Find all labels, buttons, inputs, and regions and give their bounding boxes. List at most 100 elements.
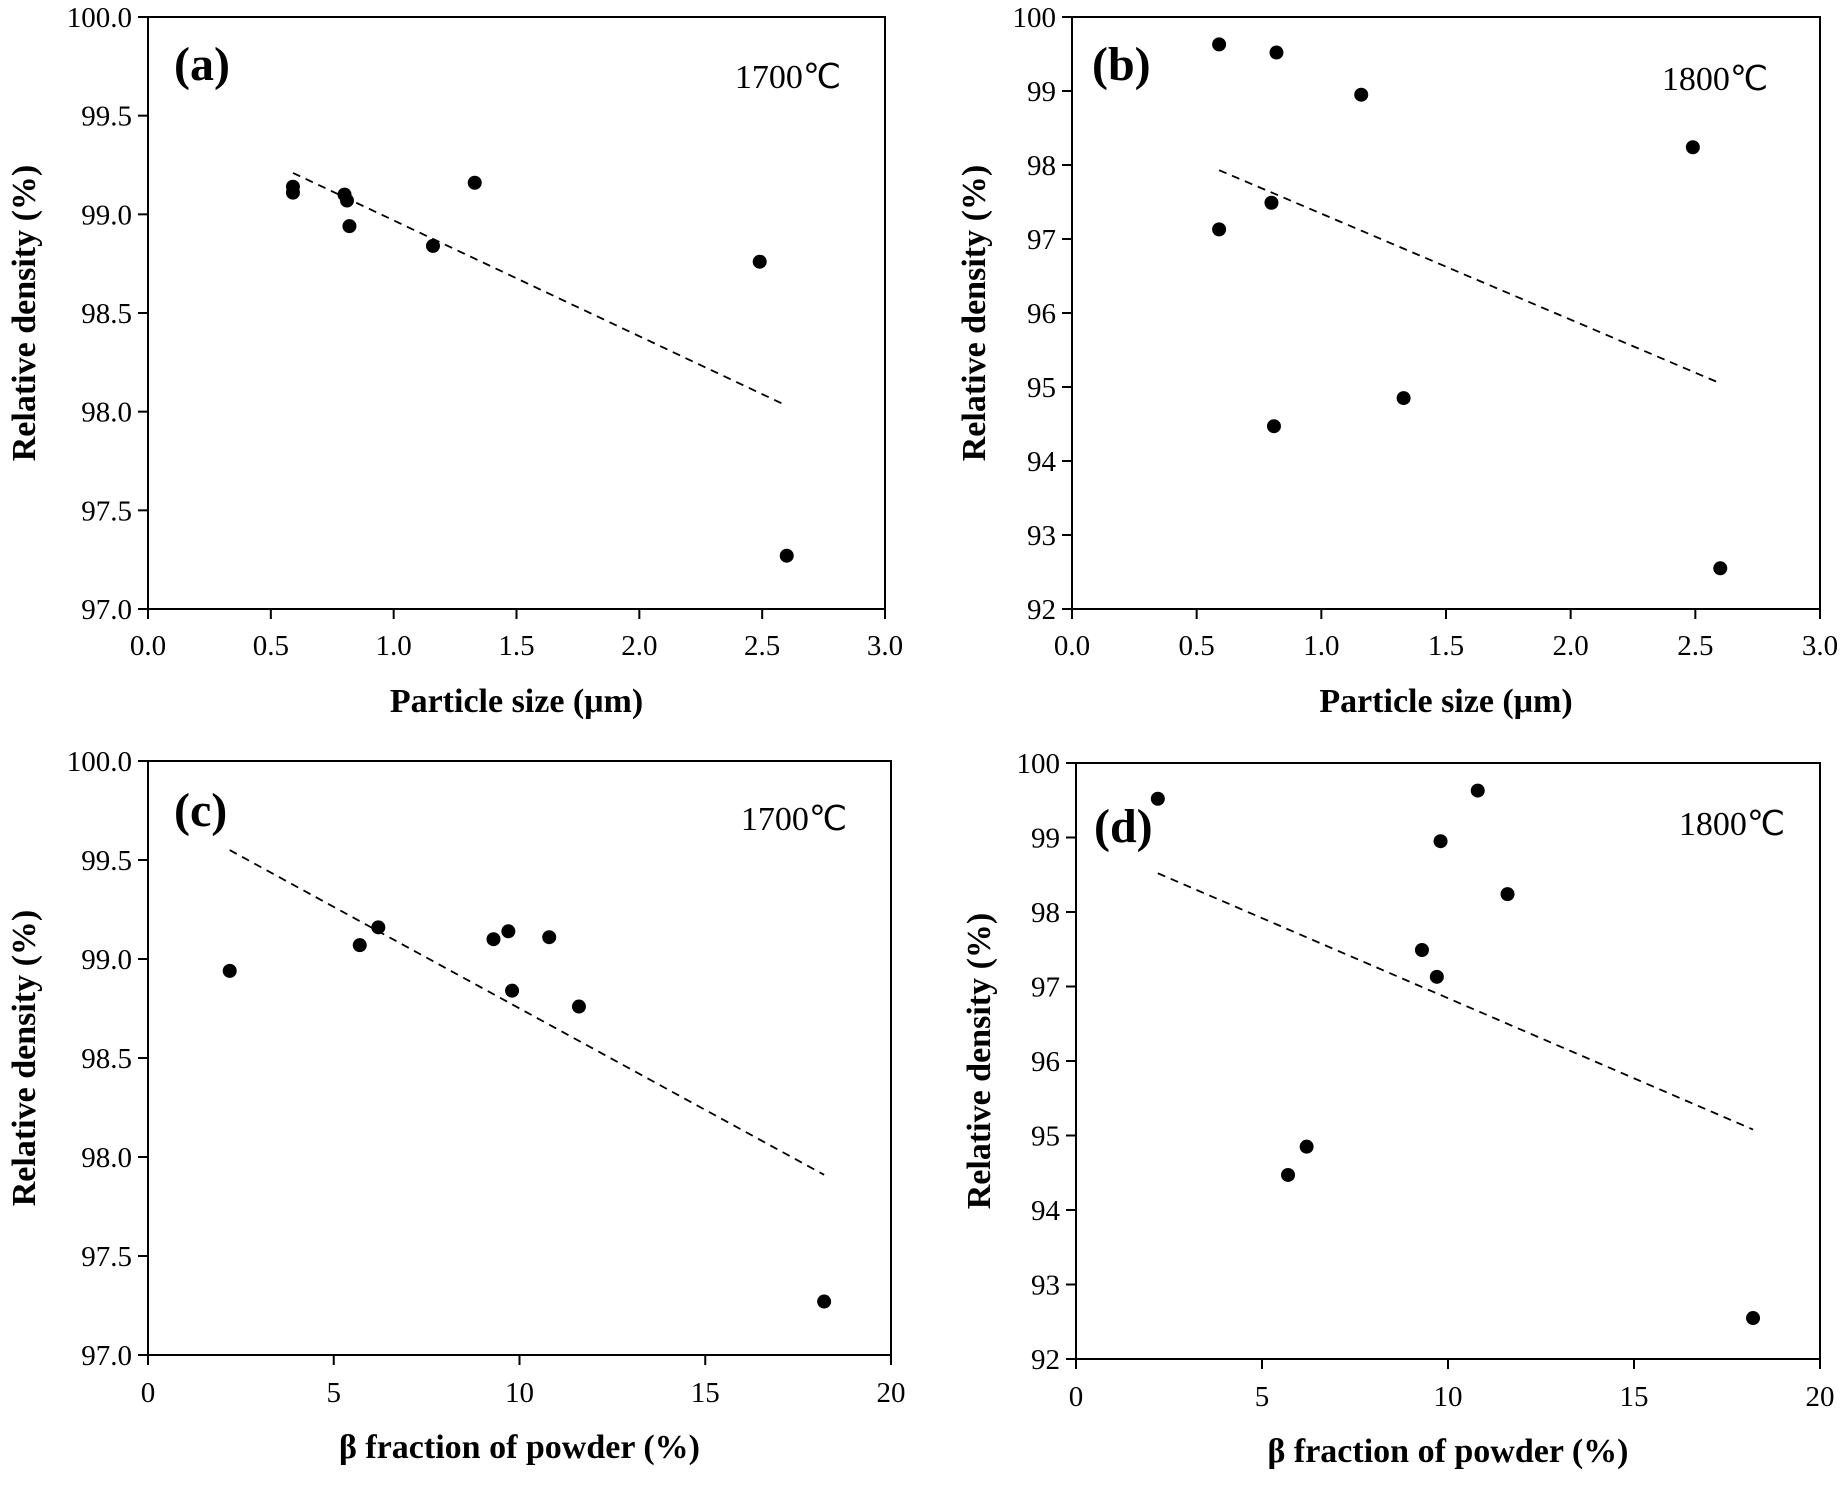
panel-c-label: (c) xyxy=(174,784,227,837)
panel-a-x-tick-label: 1.0 xyxy=(376,630,412,662)
panel-a-y-tick-label: 98.0 xyxy=(81,397,132,429)
panel-b-data-point xyxy=(1269,45,1284,60)
panel-b-data-point xyxy=(1396,391,1411,406)
panel-c-y-tick-label: 98.5 xyxy=(81,1043,132,1075)
panel-a-y-tick-label: 98.5 xyxy=(81,298,132,330)
panel-d-label: (d) xyxy=(1094,800,1153,853)
panel-d-y-tick-label: 96 xyxy=(1031,1046,1060,1078)
panel-a-data-point xyxy=(752,254,767,269)
panel-c-temperature-annotation: 1700℃ xyxy=(741,801,847,838)
panel-b-y-tick-label: 100 xyxy=(1013,2,1057,34)
panel-b-data-point xyxy=(1212,37,1227,52)
panel-d-data-point xyxy=(1746,1311,1761,1326)
panel-b-plot-frame xyxy=(1071,16,1821,610)
panel-a-data-point xyxy=(779,548,794,563)
panel-b-y-tick-label: 97 xyxy=(1027,224,1056,256)
panel-c-data-point xyxy=(501,924,516,939)
panel-a-data-point xyxy=(285,185,300,200)
panel-d-data-point xyxy=(1281,1167,1296,1182)
panel-d-x-tick-label: 0 xyxy=(1069,1381,1084,1413)
panel-c-data-point xyxy=(817,1294,832,1309)
panel-c-data-point xyxy=(486,932,501,947)
panel-b-temperature-annotation: 1800℃ xyxy=(1662,61,1768,98)
panel-b-y-tick-label: 98 xyxy=(1027,150,1056,182)
panel-c-x-tick-label: 5 xyxy=(327,1377,342,1409)
panel-d-x-tick-label: 20 xyxy=(1806,1381,1835,1413)
panel-d-y-tick-label: 97 xyxy=(1031,972,1060,1004)
panel-c-data-point xyxy=(222,963,237,978)
panel-a-x-axis-title: Particle size (μm) xyxy=(390,683,643,720)
panel-a-plot-frame xyxy=(147,16,886,610)
panel-d-y-tick-label: 95 xyxy=(1031,1121,1060,1153)
panel-b-label: (b) xyxy=(1092,38,1151,91)
panel-c-data-point xyxy=(505,983,520,998)
panel-d-trend-line xyxy=(1157,872,1754,1131)
panel-c-trend-line xyxy=(229,849,825,1176)
panel-a-y-tick-label: 97.0 xyxy=(81,594,132,626)
panel-d-y-tick-label: 93 xyxy=(1031,1270,1060,1302)
panel-c-y-tick-label: 99.0 xyxy=(81,944,132,976)
panel-d-temperature-annotation: 1800℃ xyxy=(1679,806,1785,843)
panel-a-x-tick-label: 2.0 xyxy=(621,630,657,662)
panel-c-data-point xyxy=(352,938,367,953)
panel-a-y-tick-label: 99.0 xyxy=(81,199,132,231)
panel-a-data-point xyxy=(425,238,440,253)
panel-b-x-tick-label: 3.0 xyxy=(1802,630,1838,662)
panel-a-data-point xyxy=(467,175,482,190)
panel-c-x-tick-label: 10 xyxy=(505,1377,534,1409)
panel-d-data-point xyxy=(1299,1139,1314,1154)
panel-d-x-tick-label: 15 xyxy=(1620,1381,1649,1413)
panel-a-x-tick-label: 0.5 xyxy=(253,630,289,662)
panel-b-y-tick-label: 94 xyxy=(1027,446,1057,478)
panel-c-y-tick-label: 100.0 xyxy=(67,746,132,778)
panel-b-x-tick-label: 0.5 xyxy=(1179,630,1215,662)
panel-d-data-point xyxy=(1433,834,1448,849)
panel-b-data-point xyxy=(1713,561,1728,576)
panel-c-data-point xyxy=(371,920,386,935)
panel-c-plot-frame xyxy=(147,760,892,1356)
panel-a-x-tick-label: 0.0 xyxy=(130,630,166,662)
panel-a-data-point xyxy=(342,219,357,234)
panel-a-y-tick-label: 97.5 xyxy=(81,495,132,527)
panel-d-data-point xyxy=(1414,942,1429,957)
panel-d-plot-frame xyxy=(1075,762,1821,1360)
panel-b-y-tick-label: 99 xyxy=(1027,76,1056,108)
panel-c-x-tick-label: 0 xyxy=(141,1377,156,1409)
panel-a-y-tick-label: 99.5 xyxy=(81,101,132,133)
panel-c-x-axis-title: β fraction of powder (%) xyxy=(339,1429,700,1466)
panel-d-data-point xyxy=(1500,887,1515,902)
panel-d-x-axis-title: β fraction of powder (%) xyxy=(1267,1433,1628,1470)
panel-d-y-tick-label: 94 xyxy=(1031,1195,1061,1227)
panel-c-y-axis-title: Relative density (%) xyxy=(6,910,43,1207)
panel-a-x-tick-label: 3.0 xyxy=(867,630,903,662)
panel-b-y-tick-label: 95 xyxy=(1027,372,1056,404)
panel-d-y-tick-label: 100 xyxy=(1017,748,1061,780)
panel-a-data-point xyxy=(339,193,354,208)
panel-b-x-tick-label: 1.0 xyxy=(1303,630,1339,662)
panel-a-y-tick-label: 100.0 xyxy=(67,2,132,34)
panel-a-trend-line xyxy=(292,172,788,407)
panel-c-data-point xyxy=(571,999,586,1014)
panel-b-data-point xyxy=(1685,140,1700,155)
panel-b-data-point xyxy=(1354,87,1369,102)
panel-b: 0.0 0.5 1.0 1.5 2.0 2.5 3.0 92 93 94 95 96 97 98 99 100… xyxy=(956,2,1838,720)
panel-b-x-tick-label: 2.5 xyxy=(1677,630,1713,662)
panel-c-y-tick-label: 98.0 xyxy=(81,1142,132,1174)
panel-b-y-tick-label: 92 xyxy=(1027,594,1056,626)
panel-a-label: (a) xyxy=(174,38,230,91)
panel-c-data-point xyxy=(542,930,557,945)
panel-d-data-point xyxy=(1470,783,1485,798)
panel-a-x-tick-label: 1.5 xyxy=(498,630,534,662)
panel-d-x-tick-label: 5 xyxy=(1255,1381,1270,1413)
panel-c-y-tick-label: 97.0 xyxy=(81,1340,132,1372)
panel-a: 0.0 0.5 1.0 1.5 2.0 2.5 3.0 97.0 97.5 98.0 98.5 99.… xyxy=(6,2,903,720)
panel-a-y-axis-title: Relative density (%) xyxy=(6,165,43,462)
panel-b-y-tick-label: 96 xyxy=(1027,298,1056,330)
panel-b-y-axis-title: Relative density (%) xyxy=(956,165,993,462)
panel-b-x-tick-label: 1.5 xyxy=(1428,630,1464,662)
panel-c: 0 5 10 15 20 97.0 97.5 98.0 98.5 99.0 99.5 100.0 β f… xyxy=(6,746,906,1466)
panel-d: 0 5 10 15 20 92 93 94 95 96 97 98 99 100 β fraction of… xyxy=(961,748,1835,1470)
panel-d-y-tick-label: 99 xyxy=(1031,823,1060,855)
panel-b-x-tick-label: 2.0 xyxy=(1553,630,1589,662)
panel-b-x-axis-title: Particle size (μm) xyxy=(1319,683,1572,720)
